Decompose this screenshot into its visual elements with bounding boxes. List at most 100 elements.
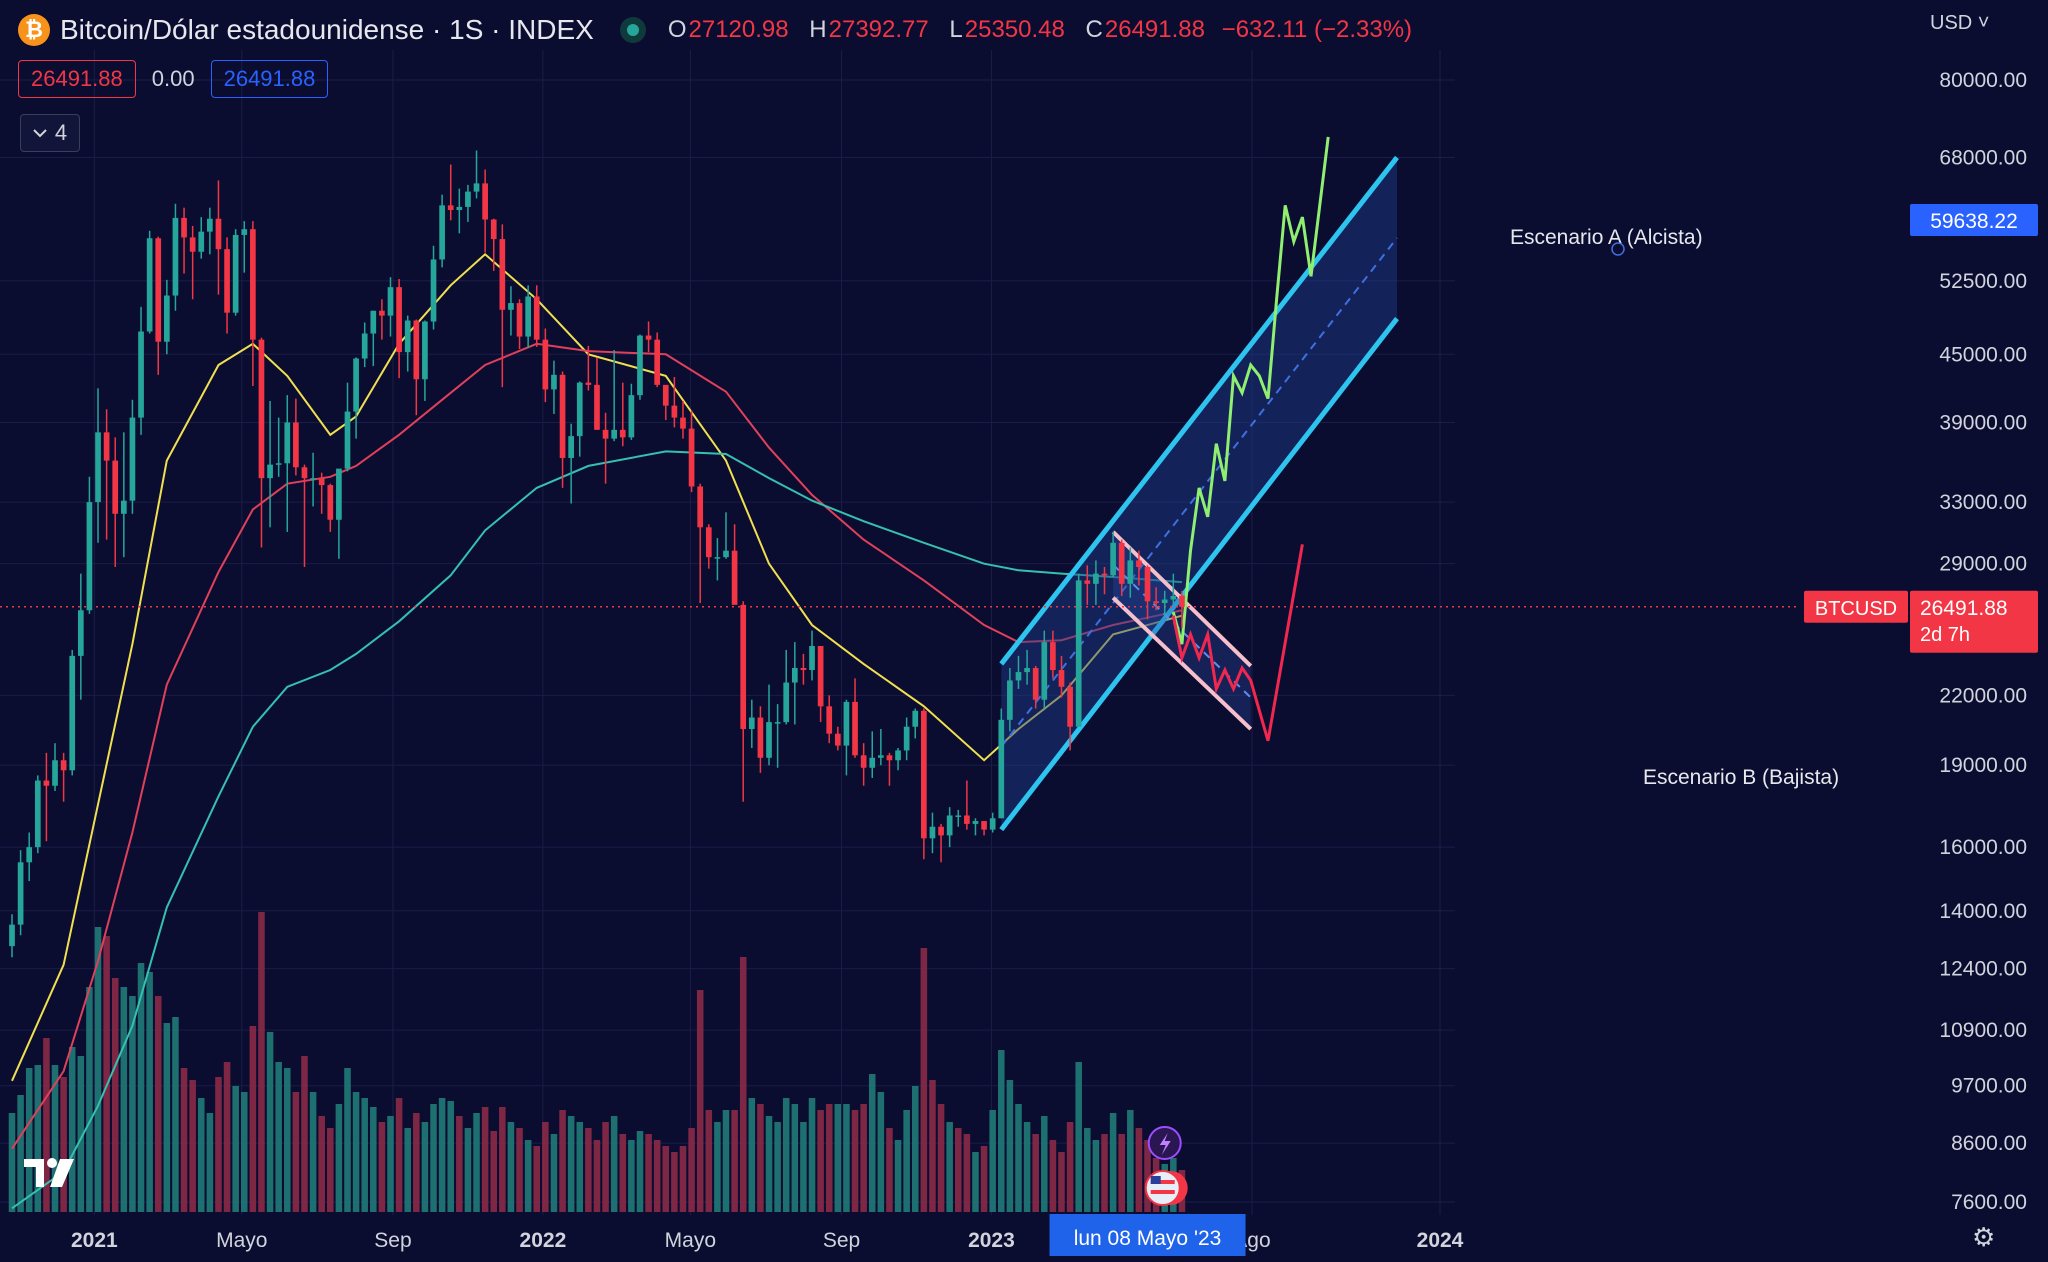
volume-bar	[911, 1086, 919, 1212]
volume-bar	[34, 1065, 42, 1212]
volume-bar	[714, 1122, 721, 1212]
candle-body	[533, 296, 540, 340]
volume-bar	[473, 1113, 480, 1212]
volume-bar	[817, 1110, 824, 1212]
candle	[26, 832, 33, 882]
sell-button[interactable]: 26491.88	[18, 60, 136, 98]
scenario-a-path	[1171, 136, 1330, 645]
candle	[946, 807, 953, 848]
volume-bar	[51, 1065, 59, 1212]
candle-body	[800, 667, 807, 671]
gear-icon[interactable]: ⚙	[1972, 1222, 1996, 1252]
volume-bar	[1092, 1140, 1100, 1212]
candle-body	[1144, 566, 1151, 602]
candle	[404, 315, 411, 372]
price-axis[interactable]: 80000.00 68000.00 52500.00 45000.00 39000.00…	[1804, 69, 2038, 1214]
candle	[748, 699, 755, 748]
candle	[370, 310, 377, 367]
candle-body	[215, 218, 222, 250]
scenario-a-label: Escenario A (Alcista)	[1510, 226, 1703, 249]
candle-body	[886, 755, 893, 761]
candle-body	[52, 760, 58, 786]
volume-bar	[206, 1113, 214, 1212]
candle	[972, 818, 979, 836]
candle-body	[465, 191, 471, 207]
candle	[1127, 547, 1134, 598]
time-tick-label: 2022	[520, 1229, 567, 1252]
volume-bar	[215, 1077, 222, 1212]
candle-body	[688, 428, 695, 487]
volume-bar	[524, 1140, 532, 1212]
volume-bar	[103, 936, 110, 1212]
candle	[430, 245, 437, 330]
symbol-title[interactable]: Bitcoin/Dólar estadounidense · 1S · INDE…	[60, 14, 594, 45]
candle-body	[723, 550, 729, 558]
last-price-badge	[1910, 590, 2038, 653]
volume-bar	[387, 1116, 394, 1212]
candle-body	[129, 417, 136, 501]
candle	[1050, 630, 1056, 679]
candle	[705, 524, 712, 569]
time-tick-label: 2021	[71, 1229, 118, 1252]
candle-body	[637, 335, 643, 396]
candle	[938, 823, 944, 863]
price-tick-label: 39000.00	[1939, 411, 2027, 434]
candle-body	[34, 780, 41, 848]
volume-bar	[86, 987, 93, 1212]
price-tick-label: 10900.00	[1939, 1019, 2027, 1042]
candle-body	[9, 924, 15, 947]
candle	[422, 320, 428, 401]
volume-bar	[533, 1146, 541, 1212]
volume-bar	[886, 1128, 893, 1212]
candle	[164, 279, 170, 355]
candle	[645, 321, 652, 353]
volume-bar	[413, 1113, 420, 1212]
buy-button[interactable]: 26491.88	[210, 60, 329, 98]
candle	[447, 164, 454, 221]
volume-bar	[154, 996, 162, 1212]
candle	[783, 649, 790, 725]
candle	[628, 383, 635, 440]
candle	[189, 225, 196, 300]
volume-bar	[327, 1128, 334, 1212]
candle	[155, 236, 162, 375]
candle-body	[1058, 670, 1065, 687]
candle-body	[955, 815, 962, 817]
low-label: L	[949, 16, 963, 43]
candle	[34, 775, 41, 854]
symbol-badge-label: BTCUSD	[1815, 598, 1897, 620]
candle-body	[542, 339, 549, 390]
candle-body	[1007, 680, 1013, 720]
candle	[198, 217, 205, 259]
currency-selector[interactable]: USD ˅	[1930, 12, 1989, 35]
candle	[869, 731, 876, 778]
candle-body	[198, 231, 205, 252]
market-status-icon[interactable]	[619, 17, 646, 43]
candle	[929, 812, 936, 854]
candle-body	[473, 183, 480, 192]
candle-body	[499, 239, 506, 310]
candle-body	[396, 287, 402, 353]
time-tick-label: Mayo	[665, 1229, 716, 1252]
candle-body	[482, 183, 488, 220]
candle	[585, 345, 592, 391]
price-tick-label: 29000.00	[1939, 553, 2027, 576]
volume-bar	[679, 1146, 687, 1212]
candle	[860, 743, 867, 786]
tradingview-logo-icon[interactable]	[22, 1155, 82, 1191]
bitcoin-logo-icon: ₿	[18, 14, 50, 46]
price-tick-label: 14000.00	[1939, 900, 2027, 923]
candle-body	[1127, 560, 1134, 584]
time-tick-label: Sep	[823, 1229, 860, 1252]
volume-bar	[645, 1134, 652, 1212]
spread-value: 0.00	[151, 66, 195, 91]
candle	[921, 708, 927, 860]
indicators-toggle-button[interactable]: 4	[20, 114, 80, 152]
candle-body	[602, 429, 609, 439]
candle-body	[783, 682, 790, 723]
volume-bar	[352, 1092, 360, 1212]
candle	[576, 381, 583, 457]
candle	[379, 299, 385, 340]
